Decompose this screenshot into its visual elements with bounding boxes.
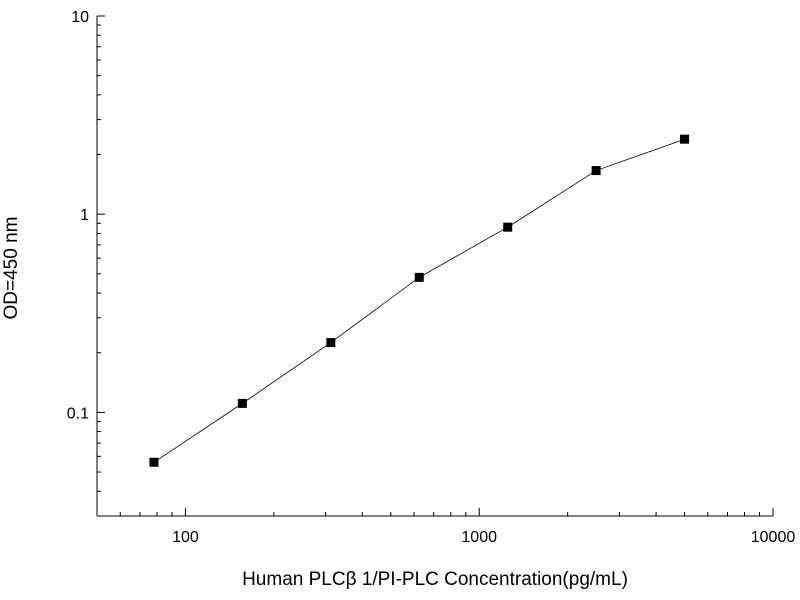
data-point-marker <box>591 166 601 176</box>
data-point-marker <box>680 134 690 144</box>
data-point-marker <box>414 272 424 282</box>
series <box>149 134 690 467</box>
axes <box>96 16 773 517</box>
y-tick-label: 1 <box>80 207 89 224</box>
axis-ticks <box>96 15 774 517</box>
x-axis-title: Human PLCβ 1/PI-PLC Concentration(pg/mL) <box>242 569 628 590</box>
series-line <box>153 138 685 463</box>
data-point-marker <box>149 457 159 467</box>
data-point-marker <box>326 338 336 348</box>
x-tick-label: 1000 <box>461 529 497 546</box>
data-point-marker <box>503 222 513 232</box>
x-tick-label: 10000 <box>751 529 796 546</box>
y-tick-label: 10 <box>71 9 89 26</box>
data-point-marker <box>237 398 247 408</box>
x-tick-label: 100 <box>172 529 199 546</box>
y-tick-label: 0.1 <box>67 405 89 422</box>
tick-labels: 100 1000 10000 0.1 1 10 <box>67 9 796 546</box>
y-axis-title: OD=450 nm <box>1 217 22 320</box>
